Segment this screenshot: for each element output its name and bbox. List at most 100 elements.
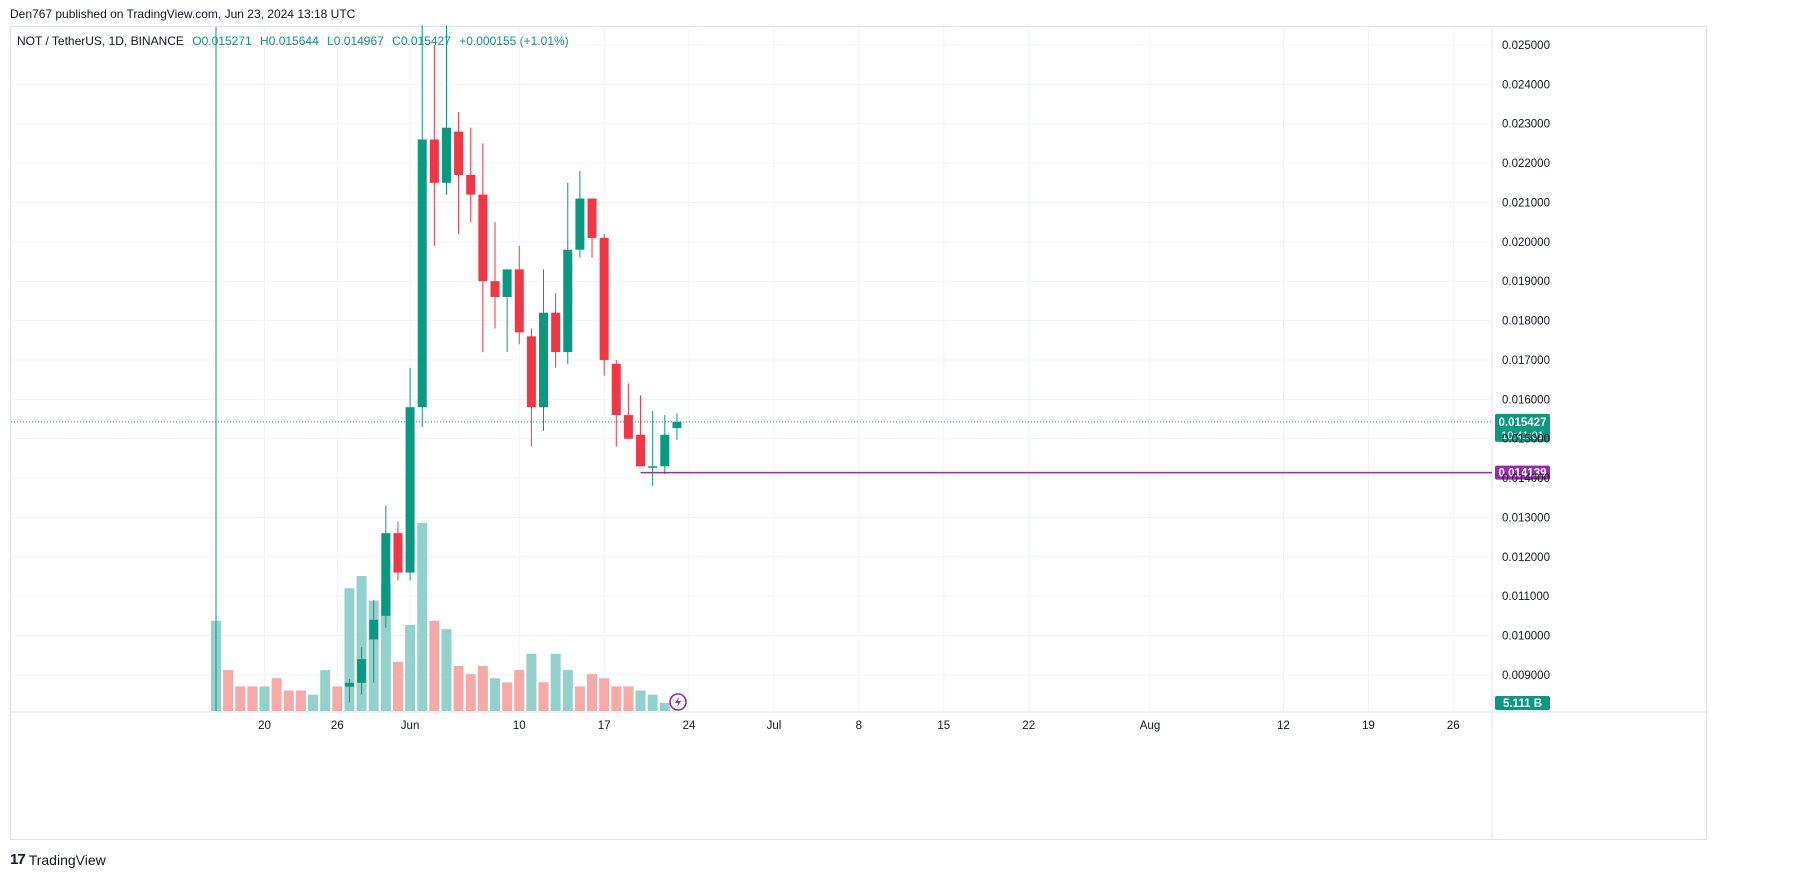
time-tick-label: Jun <box>401 720 420 732</box>
time-tick-label: 15 <box>937 720 950 732</box>
volume-bar <box>623 686 634 711</box>
price-tick-label: 0.021000 <box>1502 197 1550 209</box>
candle-up <box>502 269 512 353</box>
candle-body <box>648 466 658 468</box>
legend-high: H0.015644 <box>260 34 319 48</box>
candle-body <box>587 198 597 238</box>
volume-bar <box>635 690 646 711</box>
candle-down <box>393 521 403 581</box>
volume-bar <box>489 678 500 711</box>
volume-bar <box>465 674 476 711</box>
legend-symbol[interactable]: NOT / TetherUS, 1D, BINANCE <box>17 34 184 48</box>
volume-bar <box>271 678 282 711</box>
grid-layer <box>11 27 1706 839</box>
tradingview-logo-icon: 17 <box>10 851 26 868</box>
candle-up <box>563 182 573 364</box>
candle-body <box>623 415 633 439</box>
price-tick-label: 0.025000 <box>1502 40 1550 52</box>
volume-bar <box>344 588 355 711</box>
candle-body <box>417 139 427 408</box>
time-tick-label: 26 <box>1447 720 1460 732</box>
time-tick-label: 20 <box>258 720 271 732</box>
candle-body <box>381 533 391 616</box>
candle-body <box>344 682 354 687</box>
time-tick-label: 24 <box>683 720 696 732</box>
volume-layer <box>211 522 670 711</box>
time-tick-label: 26 <box>331 720 344 732</box>
candle-up <box>648 411 658 486</box>
time-tick-label: 17 <box>598 720 611 732</box>
volume-bar <box>247 686 258 711</box>
volume-bar <box>526 653 537 711</box>
price-tick-label: 0.023000 <box>1502 119 1550 131</box>
volume-bar <box>599 678 610 711</box>
candle-body <box>526 336 536 408</box>
legend-low: L0.014967 <box>327 34 384 48</box>
candle-down <box>551 293 561 368</box>
volume-bar <box>587 674 598 711</box>
candle-body <box>575 198 585 250</box>
candle-body <box>466 174 476 195</box>
candle-up <box>405 367 415 581</box>
volume-badge <box>1495 696 1550 710</box>
candle-body <box>551 312 561 353</box>
support-level-label: 0.014139 <box>1499 468 1547 480</box>
candle-up <box>417 25 427 427</box>
price-tick-label: 0.017000 <box>1502 355 1550 367</box>
price-tick-label: 0.024000 <box>1502 79 1550 91</box>
candle-up <box>369 600 379 683</box>
volume-bar <box>235 686 246 711</box>
chart-frame[interactable] <box>10 26 1707 840</box>
price-tick-label: 0.010000 <box>1502 631 1550 643</box>
volume-bar <box>392 661 403 711</box>
candle-body <box>478 194 488 282</box>
candle-down <box>466 127 476 223</box>
candle-up <box>575 170 585 258</box>
tradingview-logo[interactable]: 17 TradingView <box>10 851 106 868</box>
volume-bar <box>283 690 294 711</box>
ohlc-legend: NOT / TetherUS, 1D, BINANCE O0.015271 H0… <box>17 34 574 48</box>
price-axis: 0.025000 0.024000 0.023000 0.022000 0.021000… <box>1502 40 1550 682</box>
candle-body <box>514 269 524 333</box>
candle-body <box>563 249 573 353</box>
price-tick-label: 0.015000 <box>1502 434 1550 446</box>
volume-bar <box>477 666 488 711</box>
candle-down <box>478 143 488 353</box>
publisher-caption: Den767 published on TradingView.com, Jun… <box>10 7 356 21</box>
volume-bar <box>223 670 234 711</box>
volume-bar <box>611 686 622 711</box>
candle-body <box>393 533 403 573</box>
tradingview-brand: TradingView <box>28 851 106 868</box>
volume-bar <box>332 686 343 711</box>
candle-up <box>672 413 682 440</box>
volume-bar <box>659 702 670 711</box>
volume-bar <box>320 670 331 711</box>
candle-body <box>502 269 512 297</box>
candle-body <box>539 312 549 408</box>
time-tick-label: 22 <box>1022 720 1035 732</box>
price-tick-label: 0.011000 <box>1502 591 1549 603</box>
candle-down <box>587 198 597 258</box>
volume-bar <box>417 522 428 711</box>
candle-body <box>429 139 439 183</box>
candle-down <box>623 383 633 439</box>
candle-down <box>429 45 439 246</box>
legend-change: +0.000155 (+1.01%) <box>459 34 569 48</box>
candle-up <box>381 505 391 628</box>
volume-bar <box>562 670 573 711</box>
candle-up <box>441 25 451 195</box>
candle-body <box>660 434 670 467</box>
volume-bar <box>574 686 585 711</box>
volume-bar <box>356 576 367 711</box>
time-tick-label: 8 <box>856 720 862 732</box>
candle-body <box>454 131 464 175</box>
candle-up <box>539 269 549 431</box>
candle-down <box>599 233 609 376</box>
volume-bar <box>405 625 416 711</box>
price-tick-label: 0.016000 <box>1502 394 1550 406</box>
time-tick-label: Jul <box>767 720 782 732</box>
lightning-icon[interactable] <box>669 693 687 711</box>
candle-down <box>490 222 500 329</box>
